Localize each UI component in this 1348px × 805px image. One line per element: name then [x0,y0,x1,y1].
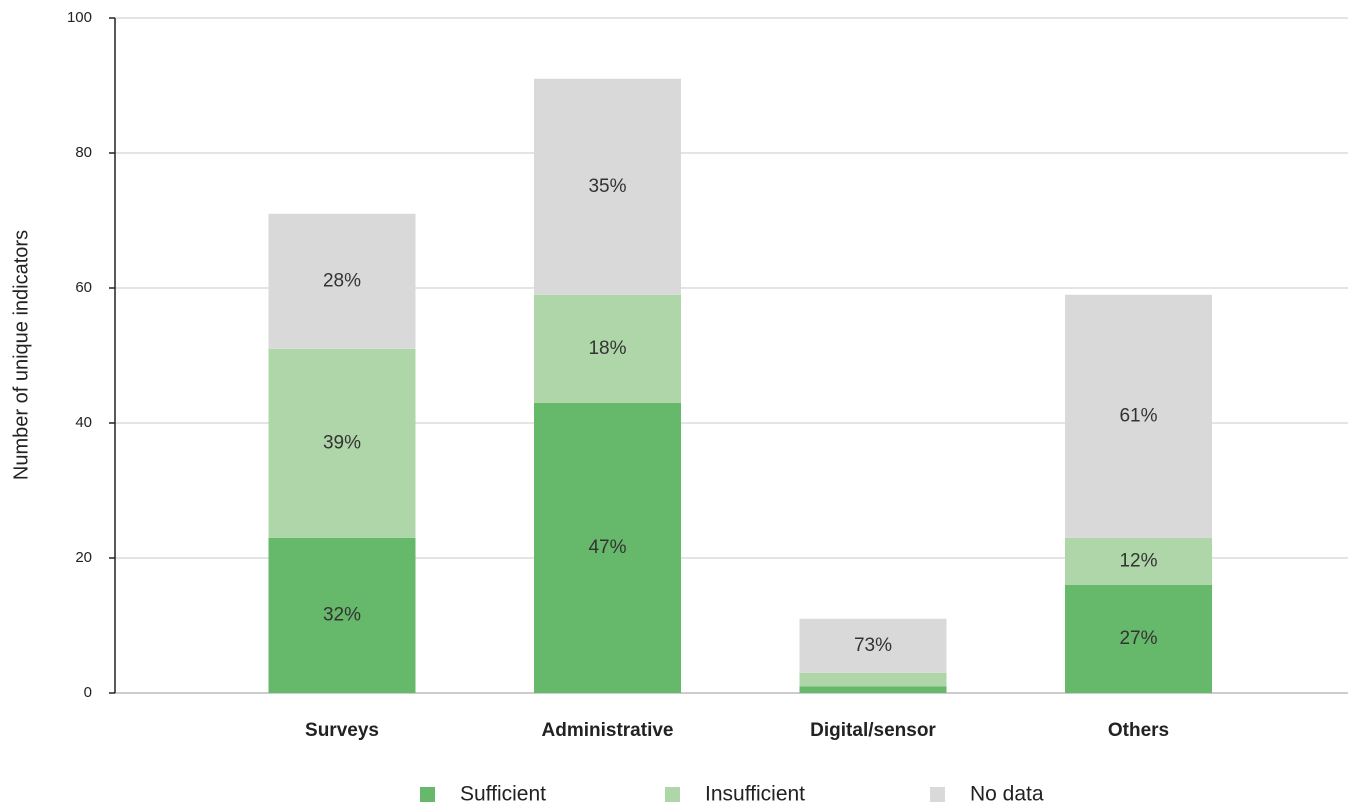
bar-segment [268,537,416,693]
bar-segment [1065,294,1212,538]
bar-segment [1065,537,1212,585]
x-tick-label: Digital/sensor [810,720,936,741]
bar-segment [799,686,947,693]
bar-segment [799,672,947,687]
y-tick-label: 100 [67,9,92,26]
x-tick-label: Others [1108,720,1169,741]
legend-label: Insufficient [705,783,805,805]
data-label: 32% [323,604,361,625]
x-tick-label: Administrative [542,720,674,741]
legend-swatch [930,787,945,802]
legend-label: Sufficient [460,783,546,805]
data-label: 12% [1119,550,1157,571]
legend-label: No data [970,783,1044,805]
data-label: 35% [588,176,626,197]
bar-segment [534,402,681,693]
y-tick-label: 20 [75,549,92,566]
data-label: 27% [1119,628,1157,649]
legend-swatch [420,787,435,802]
data-label: 18% [588,338,626,359]
bar-segment [1065,585,1212,693]
y-tick-label: 0 [84,684,92,701]
y-tick-label: 80 [75,144,92,161]
bar-segment [534,78,681,295]
data-label: 28% [323,270,361,291]
data-label: 47% [588,537,626,558]
x-tick-label: Surveys [305,720,379,741]
bar-segment [534,294,681,403]
data-label: 39% [323,432,361,453]
y-axis-label: Number of unique indicators [10,230,32,480]
y-tick-label: 60 [75,279,92,296]
bar-segment [268,213,416,349]
data-label: 61% [1119,405,1157,426]
legend-swatch [665,787,680,802]
data-label: 73% [854,635,892,656]
y-tick-label: 40 [75,414,92,431]
bar-segment [268,348,416,538]
bar-segment [799,618,947,673]
